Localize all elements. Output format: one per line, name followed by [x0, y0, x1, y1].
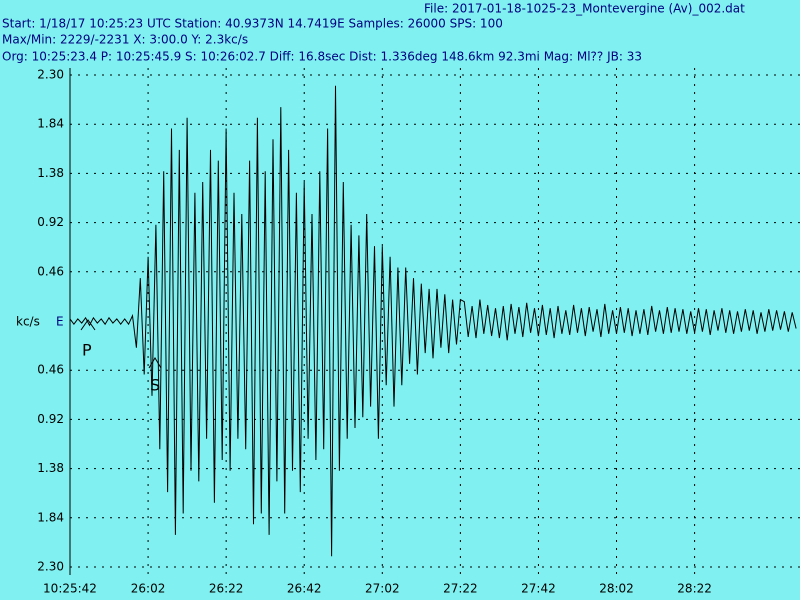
y-tick-label: 0.46: [37, 264, 64, 278]
x-tick-label: 28:22: [677, 582, 712, 596]
y-tick-label: 1.84: [37, 510, 64, 524]
maxmin-line: Max/Min: 2229/-2231 X: 3:00.0 Y: 2.3kc/s: [2, 33, 248, 47]
y-tick-label: 1.84: [37, 117, 64, 131]
y-tick-label: 2.30: [37, 560, 64, 574]
y-tick-label: 0.46: [37, 363, 64, 377]
x-tick-label: 28:02: [599, 582, 634, 596]
p-marker: P: [82, 341, 92, 360]
start-line: Start: 1/18/17 10:25:23 UTC Station: 40.…: [2, 17, 503, 31]
y-tick-label: 0.92: [37, 412, 64, 426]
s-marker: S: [150, 376, 160, 395]
y-tick-label: 1.38: [37, 166, 64, 180]
x-tick-label: 27:42: [521, 582, 556, 596]
waveform: [69, 85, 797, 557]
x-tick-label: 27:02: [365, 582, 400, 596]
y-tick-label: 2.30: [37, 68, 64, 82]
y-axis-label: kc/s: [16, 315, 40, 329]
origin-line: Org: 10:25:23.4 P: 10:25:45.9 S: 10:26:0…: [2, 50, 642, 64]
x-tick-label: 27:22: [443, 582, 478, 596]
x-tick-label: 26:02: [131, 582, 166, 596]
y-tick-label: 0.92: [37, 215, 64, 229]
p-arrow: [80, 319, 96, 331]
x-tick-label: 26:42: [287, 582, 322, 596]
x-tick-label: 26:22: [209, 582, 244, 596]
y-tick-label: 1.38: [37, 461, 64, 475]
file-line: File: 2017-01-18-1025-23_Montevergine (A…: [424, 2, 745, 16]
x-tick-label: 10:25:42: [43, 582, 97, 596]
channel-label: E: [56, 315, 64, 329]
